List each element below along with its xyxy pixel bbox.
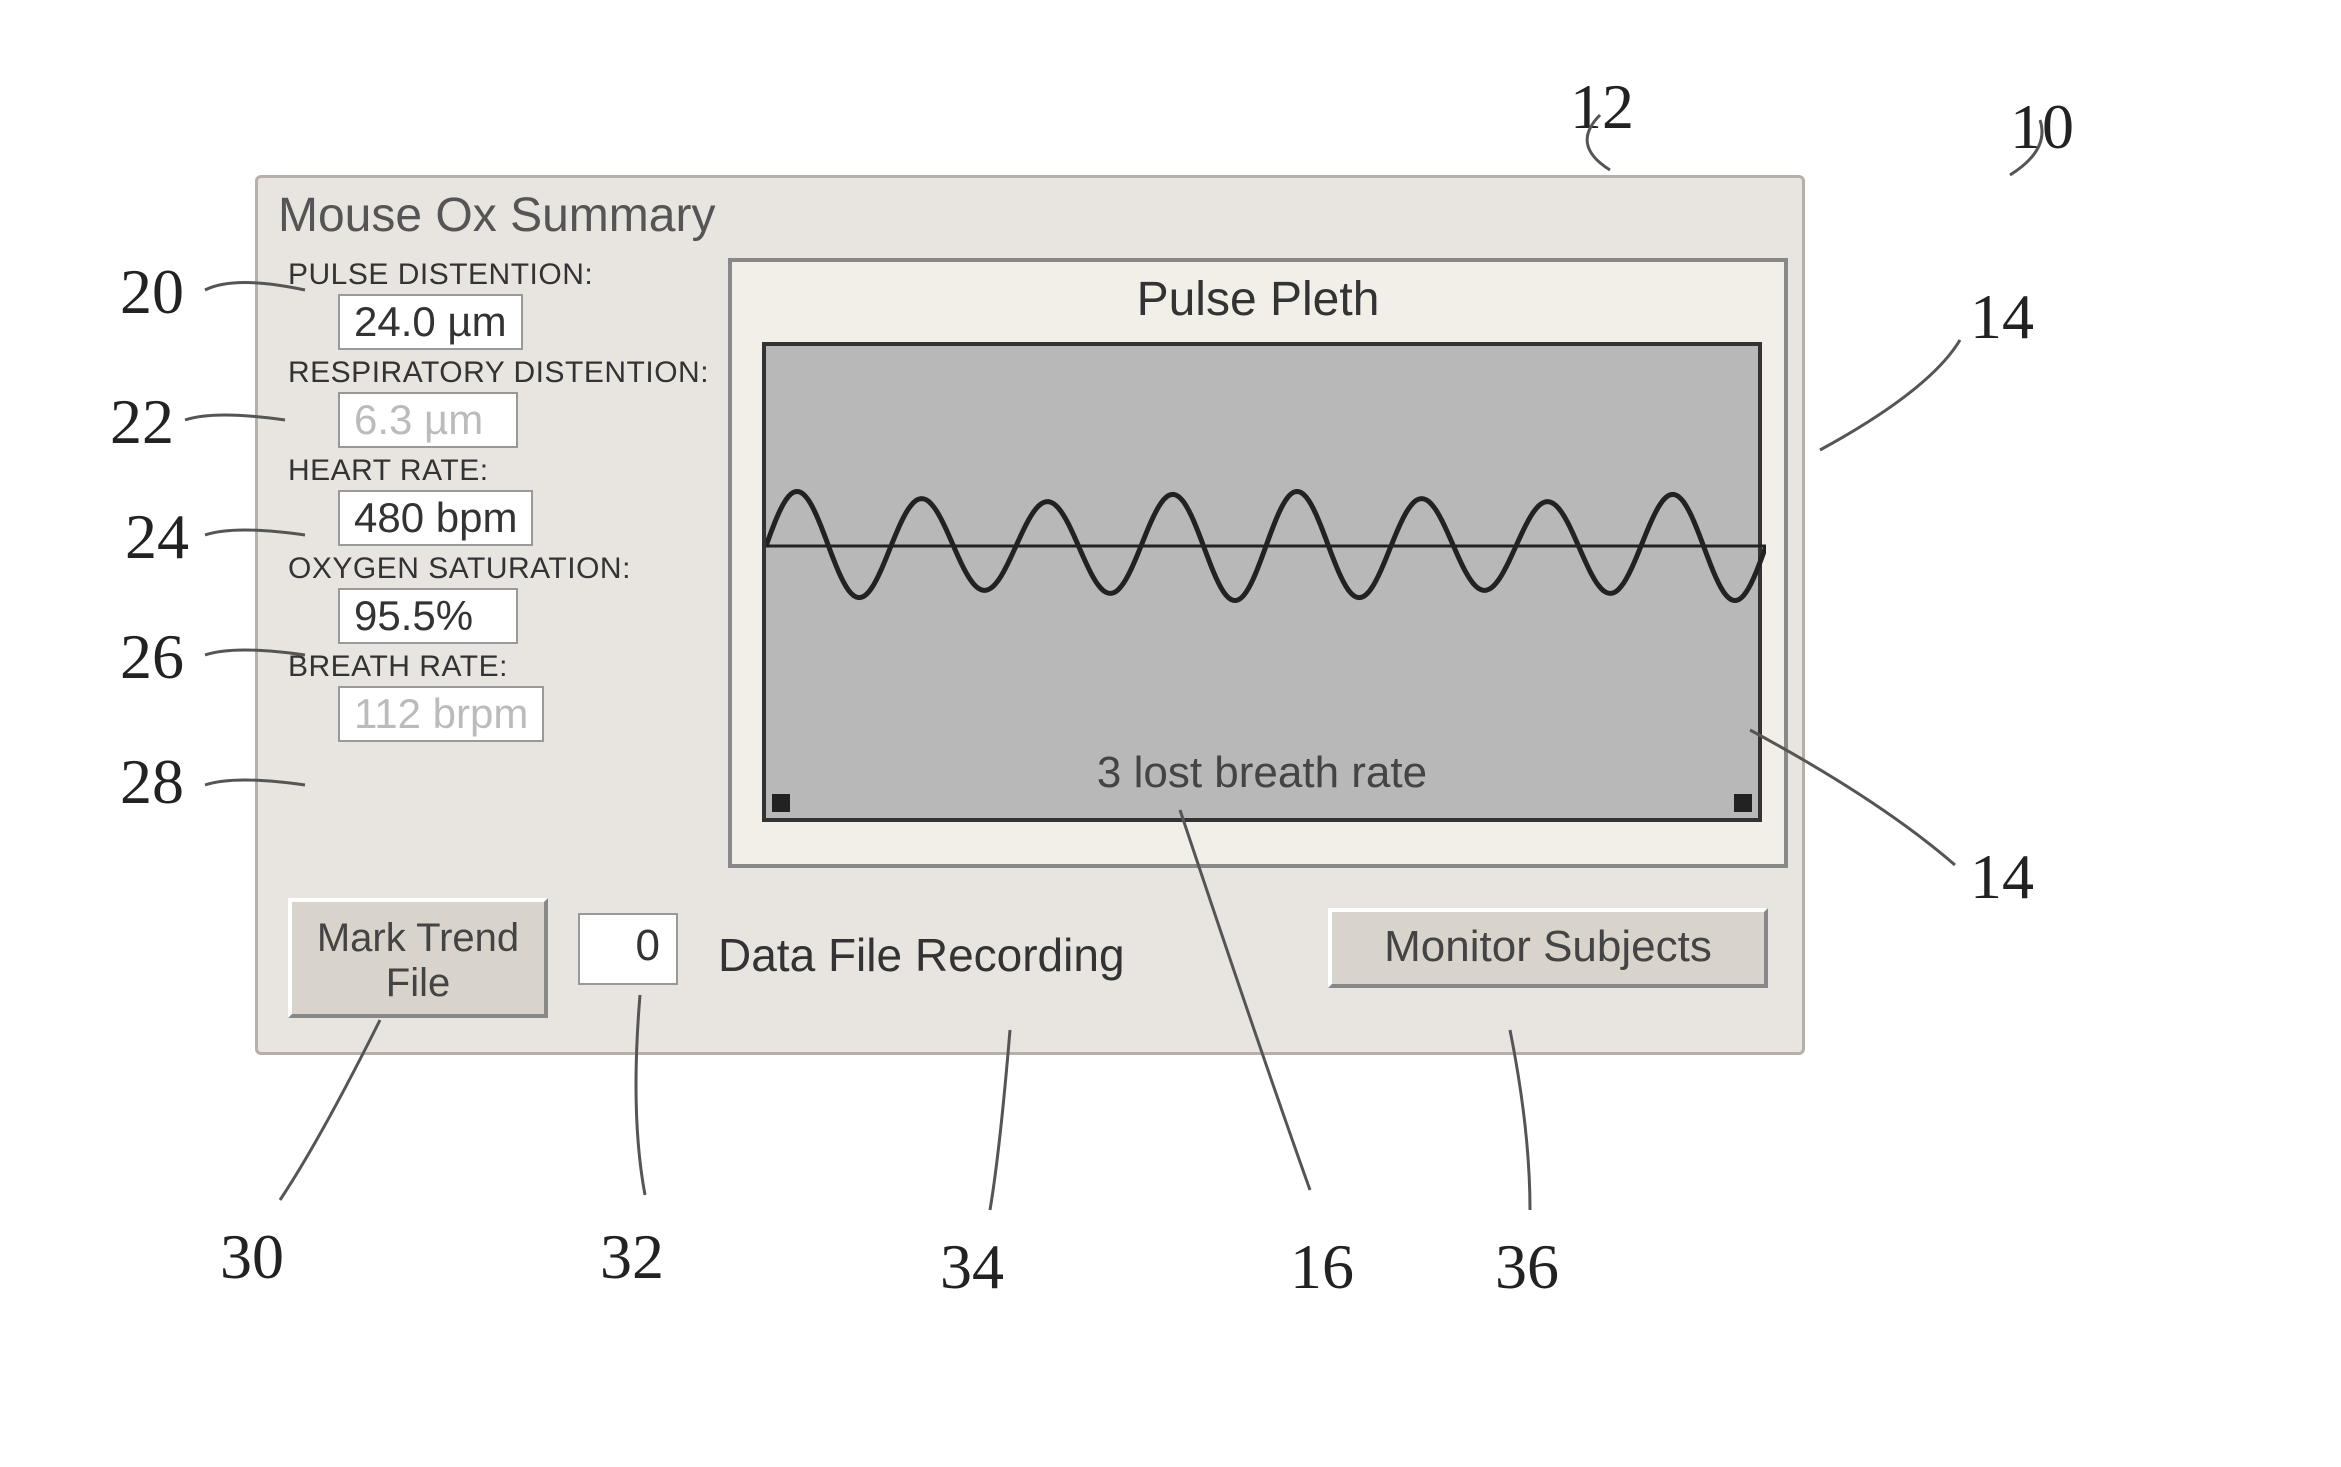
metric-oxygen-saturation: OXYGEN SATURATION: 95.5% bbox=[288, 552, 709, 644]
metric-value: 95.5% bbox=[338, 588, 518, 644]
callout-28: 28 bbox=[120, 745, 184, 819]
metric-pulse-distention: PULSE DISTENTION: 24.0 µm bbox=[288, 258, 709, 350]
pleth-panel: Pulse Pleth 3 lost breath rate bbox=[728, 258, 1788, 868]
metric-heart-rate: HEART RATE: 480 bpm bbox=[288, 454, 709, 546]
callout-16: 16 bbox=[1290, 1230, 1354, 1304]
callout-24: 24 bbox=[125, 500, 189, 574]
callout-12: 12 bbox=[1570, 70, 1634, 144]
callout-32: 32 bbox=[600, 1220, 664, 1294]
callout-22: 22 bbox=[110, 385, 174, 459]
metric-value: 6.3 µm bbox=[338, 392, 518, 448]
pleth-plot: 3 lost breath rate bbox=[762, 342, 1762, 822]
window-panel: Mouse Ox Summary PULSE DISTENTION: 24.0 … bbox=[255, 175, 1805, 1055]
callout-14b: 14 bbox=[1970, 840, 2034, 914]
callout-30: 30 bbox=[220, 1220, 284, 1294]
callout-20: 20 bbox=[120, 255, 184, 329]
pleth-message: 3 lost breath rate bbox=[766, 748, 1758, 798]
counter-field: 0 bbox=[578, 913, 678, 985]
callout-36: 36 bbox=[1495, 1230, 1559, 1304]
mark-trend-button[interactable]: Mark Trend File bbox=[288, 898, 548, 1018]
callout-26: 26 bbox=[120, 620, 184, 694]
pleth-title: Pulse Pleth bbox=[732, 262, 1784, 327]
data-file-label: Data File Recording bbox=[718, 928, 1125, 982]
callout-10: 10 bbox=[2010, 90, 2074, 164]
metric-label: HEART RATE: bbox=[288, 454, 709, 488]
metric-breath-rate: BREATH RATE: 112 brpm bbox=[288, 650, 709, 742]
callout-34: 34 bbox=[940, 1230, 1004, 1304]
metric-label: PULSE DISTENTION: bbox=[288, 258, 709, 292]
metric-value: 24.0 µm bbox=[338, 294, 523, 350]
metric-value: 112 brpm bbox=[338, 686, 544, 742]
metrics-panel: PULSE DISTENTION: 24.0 µm RESPIRATORY DI… bbox=[288, 258, 709, 748]
metric-value: 480 bpm bbox=[338, 490, 533, 546]
callout-14a: 14 bbox=[1970, 280, 2034, 354]
window-title: Mouse Ox Summary bbox=[278, 188, 715, 243]
monitor-subjects-button[interactable]: Monitor Subjects bbox=[1328, 908, 1768, 988]
metric-label: OXYGEN SATURATION: bbox=[288, 552, 709, 586]
metric-respiratory-distention: RESPIRATORY DISTENTION: 6.3 µm bbox=[288, 356, 709, 448]
metric-label: RESPIRATORY DISTENTION: bbox=[288, 356, 709, 390]
diagram-root: Mouse Ox Summary PULSE DISTENTION: 24.0 … bbox=[50, 30, 2290, 1430]
metric-label: BREATH RATE: bbox=[288, 650, 709, 684]
